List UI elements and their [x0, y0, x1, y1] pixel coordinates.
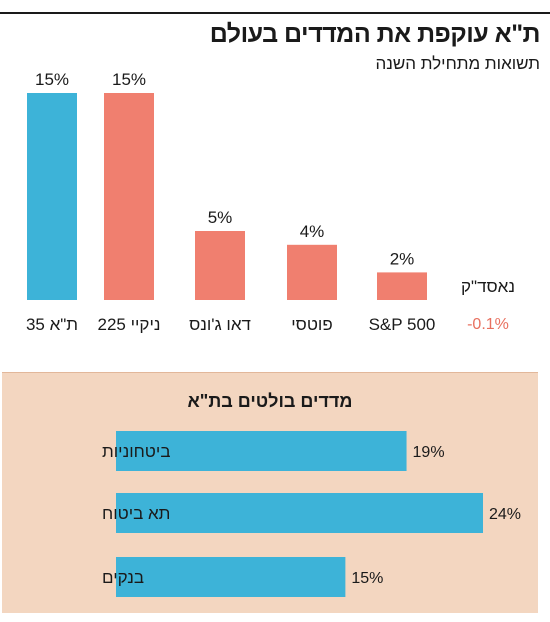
hbar-category-label-0: ביטחוניות: [102, 442, 170, 461]
value-label-1: 15%: [112, 70, 146, 89]
category-label-2: דאו ג'ונס: [189, 315, 251, 334]
panel-title: מדדים בולטים בת"א: [187, 391, 353, 411]
category-label-4: S&P 500: [369, 315, 436, 334]
bar-2: [195, 231, 245, 300]
category-label-3: פוטסי: [291, 315, 332, 334]
category-label-1: ניקיי 225: [98, 315, 161, 334]
chart-title: ת"א עוקפת את המדדים בעולם: [209, 20, 541, 48]
value-label-0: 15%: [35, 70, 69, 89]
category-label-0: ת"א 35: [26, 315, 78, 334]
value-label-3: 4%: [300, 222, 325, 241]
hbar-value-label-2: 15%: [351, 570, 383, 587]
top-rule: [0, 12, 550, 14]
value-label-4: 2%: [390, 249, 415, 268]
hbar-0: [116, 431, 407, 471]
hbar-category-label-1: תא ביטוח: [102, 504, 170, 523]
hbar-value-label-1: 24%: [489, 506, 521, 523]
hbar-category-label-2: בנקים: [102, 568, 144, 587]
bar-4: [377, 272, 427, 300]
hbar-1: [116, 493, 483, 533]
indices-bar-chart: 15% ת"א 35 15% ניקיי 225 5% דאו ג'ונס 4% פוטסי 2…: [26, 70, 515, 334]
bar-3: [287, 244, 337, 300]
value-label-5: -0.1%: [467, 316, 509, 333]
value-label-2: 5%: [208, 208, 233, 227]
tlv-indices-panel: מדדים בולטים בת"א 19% ביטחוניות 24% תא ביטו…: [2, 372, 538, 613]
bar-1: [104, 93, 154, 300]
hbar-2: [116, 557, 346, 597]
category-label-5: נאסד"ק: [461, 277, 515, 296]
chart-subtitle: תשואות מתחילת השנה: [375, 54, 540, 73]
tlv-indices-bar-chart: 19% ביטחוניות 24% תא ביטוח 15% בנקים: [102, 431, 521, 597]
hbar-value-label-0: 19%: [413, 444, 445, 461]
bar-0: [27, 93, 77, 300]
